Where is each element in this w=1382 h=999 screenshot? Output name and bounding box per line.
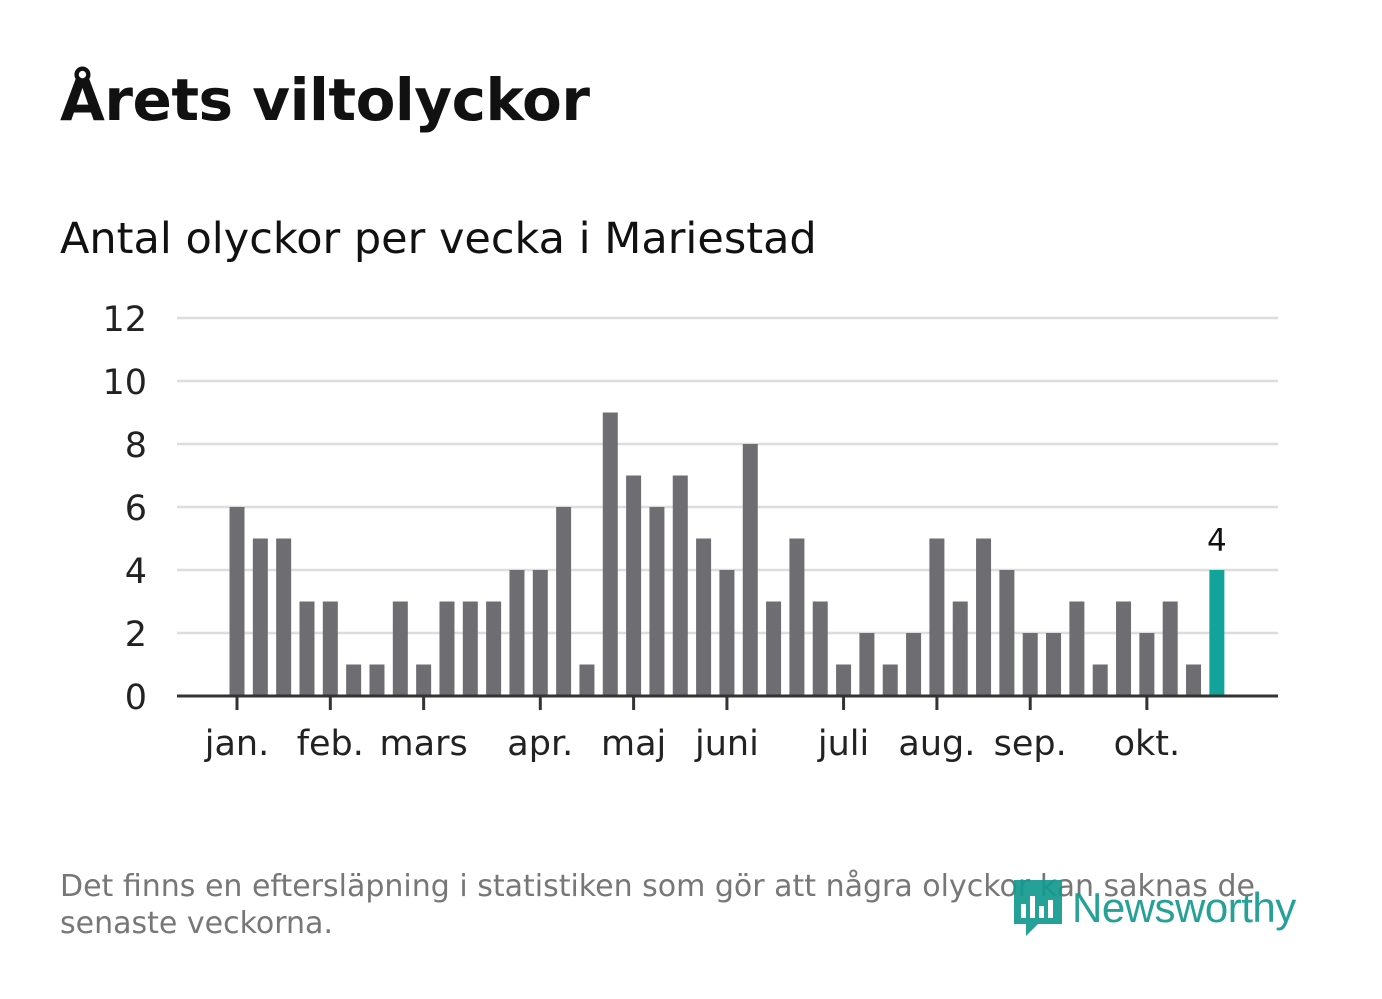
y-tick-label: 12 bbox=[102, 300, 147, 340]
bar bbox=[1162, 601, 1178, 696]
bar bbox=[929, 538, 945, 696]
y-tick-label: 2 bbox=[125, 615, 147, 655]
x-tick-label: juni bbox=[694, 724, 759, 764]
chart-subtitle: Antal olyckor per vecka i Mariestad bbox=[60, 214, 817, 264]
bar bbox=[976, 538, 992, 696]
bar bbox=[859, 633, 875, 696]
y-tick-label: 4 bbox=[125, 552, 147, 592]
bar bbox=[812, 601, 828, 696]
bar bbox=[882, 664, 898, 696]
bar bbox=[999, 570, 1015, 696]
bar bbox=[742, 444, 758, 696]
newsworthy-logo-icon bbox=[1014, 880, 1062, 936]
y-tick-label: 0 bbox=[125, 678, 147, 718]
bar bbox=[346, 664, 362, 696]
bar bbox=[719, 570, 735, 696]
bar bbox=[602, 412, 618, 696]
data-label: 4 bbox=[1207, 523, 1227, 559]
bar bbox=[766, 601, 782, 696]
bar bbox=[462, 601, 478, 696]
bar bbox=[509, 570, 525, 696]
bar bbox=[369, 664, 385, 696]
bar bbox=[229, 507, 245, 696]
bar bbox=[416, 664, 432, 696]
bar bbox=[579, 664, 595, 696]
bar bbox=[836, 664, 852, 696]
bar-chart: 0 2 4 6 8 10 12 4 jan. feb. mars apr. maj juni juli aug… bbox=[102, 300, 1278, 764]
bar bbox=[486, 601, 502, 696]
x-tick-label: okt. bbox=[1114, 724, 1181, 764]
x-tick-label: maj bbox=[601, 724, 666, 764]
bar bbox=[439, 601, 455, 696]
bar bbox=[789, 538, 805, 696]
bar bbox=[626, 475, 642, 696]
x-tick-label: aug. bbox=[898, 724, 975, 764]
x-tick-label: apr. bbox=[507, 724, 573, 764]
y-tick-label: 6 bbox=[125, 489, 147, 529]
bar bbox=[556, 507, 572, 696]
bar bbox=[672, 475, 688, 696]
bar bbox=[299, 601, 315, 696]
x-tick-label: feb. bbox=[297, 724, 364, 764]
bar bbox=[1022, 633, 1038, 696]
x-tick-label: sep. bbox=[994, 724, 1067, 764]
bar bbox=[1092, 664, 1108, 696]
bar bbox=[1186, 664, 1202, 696]
bar bbox=[952, 601, 968, 696]
bar bbox=[276, 538, 292, 696]
bar bbox=[906, 633, 922, 696]
bar bbox=[322, 601, 338, 696]
y-tick-label: 10 bbox=[102, 363, 147, 403]
bar bbox=[252, 538, 268, 696]
x-tick-label: juli bbox=[817, 724, 869, 764]
bar bbox=[392, 601, 408, 696]
bar bbox=[1069, 601, 1085, 696]
bar bbox=[1139, 633, 1155, 696]
x-tick-label: mars bbox=[380, 724, 468, 764]
bar bbox=[532, 570, 548, 696]
bar bbox=[1046, 633, 1062, 696]
bar bbox=[696, 538, 712, 696]
x-tick-label: jan. bbox=[204, 724, 269, 764]
chart-title: Årets viltolyckor bbox=[60, 66, 590, 134]
logo-text: Newsworthy bbox=[1072, 884, 1296, 931]
bar bbox=[649, 507, 665, 696]
bar-highlight bbox=[1209, 570, 1225, 696]
y-tick-label: 8 bbox=[125, 426, 147, 466]
newsworthy-logo[interactable]: Newsworthy bbox=[1012, 876, 1296, 940]
bar bbox=[1116, 601, 1132, 696]
